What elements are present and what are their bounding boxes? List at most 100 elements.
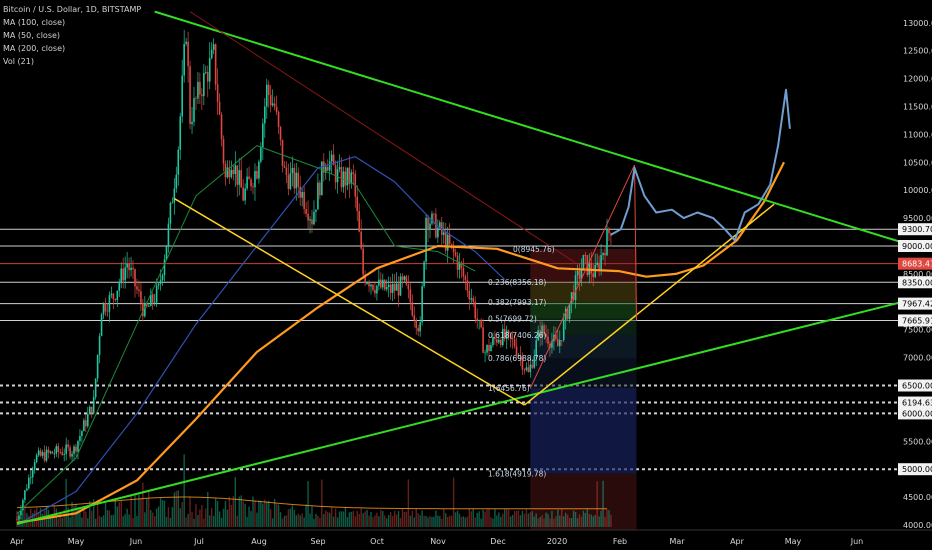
candle-body xyxy=(262,123,264,148)
volume-bar xyxy=(590,514,592,527)
candle-body xyxy=(444,232,447,251)
candle-body xyxy=(334,165,337,183)
candle-body xyxy=(535,340,537,357)
candle-body xyxy=(427,217,429,230)
volume-bar xyxy=(388,514,390,527)
candle-body xyxy=(360,231,362,249)
volume-bar xyxy=(283,515,286,527)
price-tag-label: 8350.00 xyxy=(902,278,932,287)
candle-body xyxy=(352,172,355,174)
volume-bar xyxy=(393,510,396,527)
candle-body xyxy=(462,267,465,277)
candle-body xyxy=(69,447,71,457)
price-tag xyxy=(898,257,932,270)
volume-bar xyxy=(557,509,559,527)
candle-body xyxy=(214,44,217,85)
volume-bar xyxy=(142,482,144,527)
candle-body xyxy=(464,276,467,281)
candle-body xyxy=(242,187,244,201)
candle-body xyxy=(527,367,530,372)
volume-bar xyxy=(177,490,179,527)
x-tick-label: Jun xyxy=(850,537,864,546)
volume-bar xyxy=(175,490,177,527)
price-axis[interactable]: 4000.00 4500.00 5000.00 5500.00 6000.00 6500.… xyxy=(898,0,932,530)
volume-bar xyxy=(354,516,356,527)
volume-bar xyxy=(136,515,138,527)
volume-bar xyxy=(610,514,612,527)
candle-body xyxy=(385,287,388,290)
volume-bar xyxy=(553,518,555,527)
time-axis[interactable]: Apr May Jun Jul Aug Sep Oct Nov Dec 2020 Feb Mar Apr… xyxy=(0,529,932,550)
candle-body xyxy=(458,262,461,270)
volume-bar xyxy=(539,517,541,527)
volume-bar xyxy=(85,511,87,527)
volume-bar xyxy=(327,512,329,527)
zone-navy xyxy=(530,387,637,474)
candle-body xyxy=(96,355,99,379)
x-tick-label: 2020 xyxy=(547,537,567,546)
candle-body xyxy=(228,167,231,178)
volume-bar xyxy=(419,515,421,527)
candle-body xyxy=(560,340,563,341)
candle-body xyxy=(592,273,595,278)
candle-body xyxy=(321,161,323,196)
candle-body xyxy=(244,188,246,201)
candle-body xyxy=(199,81,201,95)
candle-body xyxy=(187,41,189,67)
fib-label: 0(8945.76) xyxy=(513,245,555,254)
volume-bar xyxy=(248,506,250,527)
candle-body xyxy=(415,320,418,329)
candle-body xyxy=(545,334,547,337)
candle-body xyxy=(498,339,500,343)
volume-bar xyxy=(330,507,333,527)
volume-bar xyxy=(470,511,472,527)
volume-bar xyxy=(63,509,65,527)
volume-bar xyxy=(604,516,606,527)
volume-bar xyxy=(209,515,211,527)
candle-body xyxy=(248,176,250,180)
candle-body xyxy=(608,229,610,234)
candle-body xyxy=(570,292,573,304)
candle-body xyxy=(122,268,124,281)
candle-body xyxy=(165,245,168,260)
y-tick-label: 12500.00 xyxy=(903,47,932,56)
zone-blue-light xyxy=(530,334,637,359)
candle-body xyxy=(140,291,142,303)
candle-body xyxy=(269,94,272,106)
volume-bar xyxy=(360,508,362,527)
volume-bar xyxy=(496,515,498,527)
candle-body xyxy=(147,306,150,307)
volume-bar xyxy=(378,516,380,527)
volume-bar xyxy=(187,513,189,527)
candle-body xyxy=(551,341,553,348)
legend-ma200: MA (200, close) xyxy=(3,44,66,53)
candle-body xyxy=(482,327,484,353)
candle-body xyxy=(114,299,117,300)
volume-bar xyxy=(594,514,596,527)
volume-bar xyxy=(515,510,518,527)
price-tag xyxy=(898,314,932,327)
volume-bar xyxy=(409,515,412,527)
candle-body xyxy=(448,234,451,244)
volume-bar xyxy=(439,516,441,527)
volume-bar xyxy=(191,512,193,527)
volume-bar xyxy=(480,518,482,527)
candle-body xyxy=(450,243,453,246)
volume-bar xyxy=(77,507,79,527)
candle-body xyxy=(146,303,148,307)
volume-bar xyxy=(214,498,217,527)
volume-bar xyxy=(293,510,295,527)
candle-body xyxy=(330,154,333,162)
volume-bar xyxy=(531,511,533,527)
price-tag xyxy=(898,240,932,252)
volume-bar xyxy=(413,517,415,527)
candle-body xyxy=(208,58,211,82)
volume-bar xyxy=(277,504,280,527)
volume-bar xyxy=(138,494,140,527)
ma200-line xyxy=(16,161,785,524)
volume-bar xyxy=(445,513,447,527)
candle-body xyxy=(189,66,191,124)
volume-bar xyxy=(315,513,317,527)
candle-body xyxy=(472,298,475,302)
